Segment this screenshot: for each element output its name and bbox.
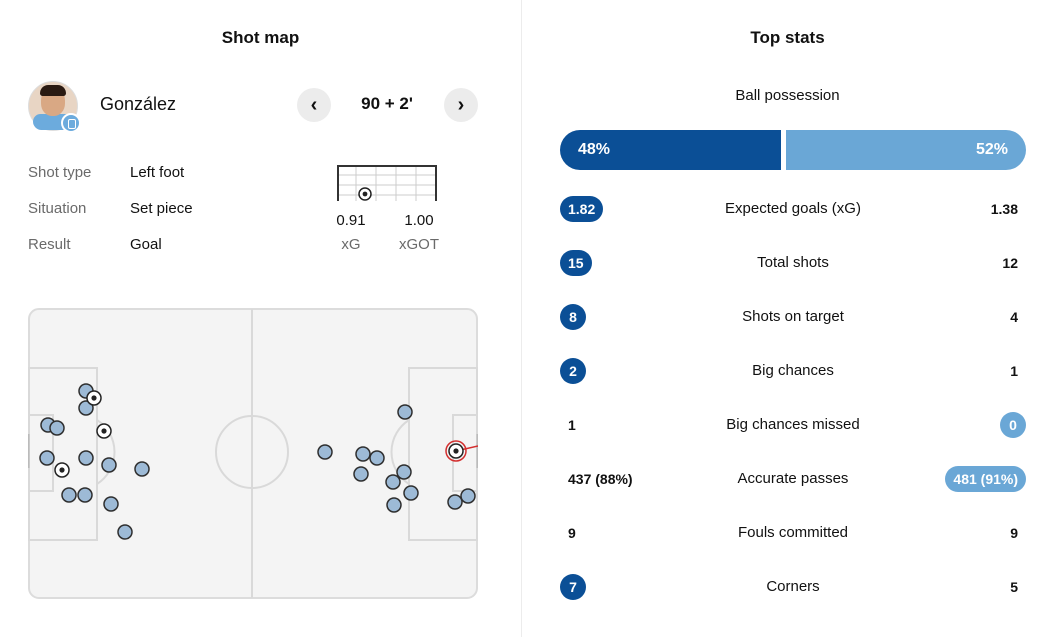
shot-marker[interactable] — [39, 450, 55, 466]
stat-home-value: 8 — [560, 304, 586, 330]
result-label: Result — [28, 236, 71, 253]
goal-ball-icon[interactable] — [96, 423, 112, 439]
shot-marker[interactable] — [385, 474, 401, 490]
shot-marker[interactable] — [353, 466, 369, 482]
shot-marker[interactable] — [78, 400, 94, 416]
stat-away-value: 1 — [1010, 363, 1018, 379]
shot-marker[interactable] — [369, 450, 385, 466]
stat-label: Big chances — [752, 362, 834, 379]
shot-map-pitch — [28, 308, 478, 599]
team-crest-icon — [61, 113, 81, 133]
stat-away-value: 0 — [1000, 412, 1026, 438]
shot-type-label: Shot type — [28, 164, 92, 181]
result-value: Goal — [130, 236, 162, 253]
xg-value: 0.91 — [336, 212, 366, 229]
stat-home-value: 1 — [568, 417, 576, 433]
shot-marker[interactable] — [317, 444, 333, 460]
possession-bar-home: 48% — [560, 130, 781, 170]
shot-marker[interactable] — [460, 488, 476, 504]
xg-label: xG — [341, 236, 361, 253]
shot-marker[interactable] — [78, 450, 94, 466]
stat-away-value: 4 — [1010, 309, 1018, 325]
chevron-left-icon: ‹ — [310, 94, 318, 116]
stat-away-value: 1.38 — [990, 201, 1018, 217]
shot-map-title: Shot map — [221, 28, 300, 47]
shot-marker[interactable] — [103, 496, 119, 512]
stat-row-expected-goals: 1.82 Expected goals (xG) 1.38 — [560, 196, 1026, 224]
stat-home-value: 9 — [568, 525, 576, 541]
stat-away-value: 9 — [1010, 525, 1018, 541]
stat-row-big-chances: 2 Big chances 1 — [560, 358, 1026, 386]
stat-home-value: 437 (88%) — [568, 471, 633, 487]
stat-label: Corners — [766, 578, 820, 595]
shot-marker[interactable] — [49, 420, 65, 436]
shot-marker[interactable] — [61, 487, 77, 503]
shot-marker[interactable] — [396, 464, 412, 480]
ball-possession-label: Ball possession — [735, 87, 840, 104]
stat-label: Expected goals (xG) — [725, 200, 861, 217]
shot-marker[interactable] — [403, 485, 419, 501]
shot-type-value: Left foot — [130, 164, 185, 181]
home-goal-markers — [54, 390, 112, 478]
goal-frame-diagram — [337, 165, 437, 201]
goal-placement-ball-icon — [358, 187, 372, 201]
shot-minute: 90 + 2' — [361, 94, 413, 113]
shot-marker[interactable] — [355, 446, 371, 462]
situation-value: Set piece — [130, 200, 193, 217]
stat-home-value: 15 — [560, 250, 592, 276]
player-avatar — [28, 81, 81, 133]
shot-marker[interactable] — [134, 461, 150, 477]
next-shot-button[interactable]: › — [444, 88, 478, 122]
stat-label: Accurate passes — [737, 470, 849, 487]
stat-row-fouls-committed: 9 Fouls committed 9 — [560, 520, 1026, 548]
shot-marker[interactable] — [447, 494, 463, 510]
xgot-value: 1.00 — [404, 212, 434, 229]
possession-bar-away: 52% — [786, 130, 1026, 170]
stat-label: Total shots — [757, 254, 829, 271]
stat-row-big-chances-missed: 1 Big chances missed 0 — [560, 412, 1026, 440]
shot-map-panel: Shot map González ‹ 90 + 2' › Shot type … — [0, 0, 522, 637]
stat-row-shots-on-target: 8 Shots on target 4 — [560, 304, 1026, 332]
previous-shot-button[interactable]: ‹ — [297, 88, 331, 122]
home-shot-markers — [39, 383, 150, 540]
xgot-label: xGOT — [399, 236, 439, 253]
shot-marker[interactable] — [101, 457, 117, 473]
player-name: González — [100, 94, 177, 114]
stat-away-value: 5 — [1010, 579, 1018, 595]
top-stats-panel: Top stats — [522, 0, 1053, 637]
goal-ball-icon[interactable] — [54, 462, 70, 478]
top-stats-title: Top stats — [750, 28, 825, 47]
stat-home-value: 7 — [560, 574, 586, 600]
shot-marker[interactable] — [117, 524, 133, 540]
stat-away-value: 12 — [1002, 255, 1018, 271]
shot-marker[interactable] — [386, 497, 402, 513]
chevron-right-icon: › — [457, 94, 465, 116]
stat-label: Big chances missed — [726, 416, 860, 433]
stat-row-total-shots: 15 Total shots 12 — [560, 250, 1026, 278]
stat-home-value: 1.82 — [560, 196, 604, 222]
stat-label: Shots on target — [742, 308, 844, 325]
shot-marker[interactable] — [77, 487, 93, 503]
situation-label: Situation — [28, 200, 87, 217]
goal-ball-icon[interactable] — [86, 390, 102, 406]
away-shot-markers — [317, 404, 476, 513]
stat-home-value: 2 — [560, 358, 586, 384]
stat-away-value: 481 (91%) — [945, 466, 1026, 492]
selected-shot-marker[interactable] — [445, 440, 478, 462]
shot-marker[interactable] — [397, 404, 413, 420]
stat-row-corners: 7 Corners 5 — [560, 574, 1026, 602]
stat-label: Fouls committed — [737, 524, 849, 541]
stat-row-accurate-passes: 437 (88%) Accurate passes 481 (91%) — [560, 466, 1026, 494]
